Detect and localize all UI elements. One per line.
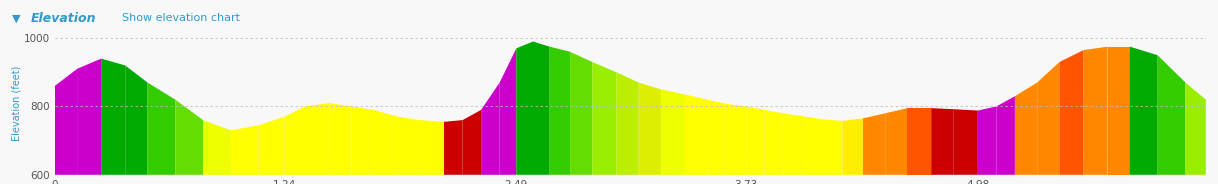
Polygon shape [661, 89, 685, 175]
Polygon shape [77, 59, 101, 175]
Polygon shape [685, 95, 708, 175]
Text: Elevation: Elevation [30, 12, 96, 25]
Polygon shape [175, 100, 203, 175]
Polygon shape [203, 120, 231, 175]
Polygon shape [1084, 47, 1107, 175]
Polygon shape [1038, 62, 1060, 175]
Polygon shape [1060, 50, 1084, 175]
Polygon shape [516, 42, 533, 175]
Polygon shape [592, 62, 616, 175]
Polygon shape [1185, 83, 1206, 175]
Polygon shape [570, 52, 592, 175]
Polygon shape [932, 108, 954, 175]
Polygon shape [1130, 47, 1157, 175]
Polygon shape [1015, 83, 1038, 175]
Polygon shape [101, 59, 125, 175]
Polygon shape [329, 103, 351, 175]
Polygon shape [1157, 55, 1185, 175]
Polygon shape [258, 117, 285, 175]
Polygon shape [783, 113, 805, 175]
Polygon shape [765, 110, 783, 175]
Polygon shape [996, 96, 1015, 175]
Polygon shape [638, 83, 661, 175]
Polygon shape [55, 69, 77, 175]
Text: Show elevation chart: Show elevation chart [122, 13, 240, 23]
Polygon shape [549, 47, 570, 175]
Polygon shape [954, 109, 978, 175]
Polygon shape [285, 107, 304, 175]
Text: ▼: ▼ [12, 13, 21, 23]
Polygon shape [499, 48, 516, 175]
Polygon shape [708, 100, 726, 175]
Polygon shape [862, 113, 885, 175]
Polygon shape [231, 125, 258, 175]
Polygon shape [147, 83, 175, 175]
Polygon shape [1107, 47, 1130, 175]
Polygon shape [351, 107, 374, 175]
Polygon shape [374, 110, 398, 175]
Polygon shape [533, 42, 549, 175]
Polygon shape [616, 72, 638, 175]
Polygon shape [304, 103, 329, 175]
Polygon shape [843, 118, 862, 175]
Polygon shape [885, 108, 907, 175]
Polygon shape [125, 66, 147, 175]
Y-axis label: Elevation (feet): Elevation (feet) [11, 65, 21, 141]
Polygon shape [420, 120, 445, 175]
Polygon shape [463, 110, 481, 175]
Polygon shape [825, 119, 843, 175]
Polygon shape [398, 117, 420, 175]
Polygon shape [907, 108, 932, 175]
Polygon shape [747, 107, 765, 175]
Polygon shape [805, 117, 825, 175]
Polygon shape [481, 83, 499, 175]
Polygon shape [726, 104, 747, 175]
Polygon shape [445, 120, 463, 175]
Polygon shape [978, 107, 996, 175]
